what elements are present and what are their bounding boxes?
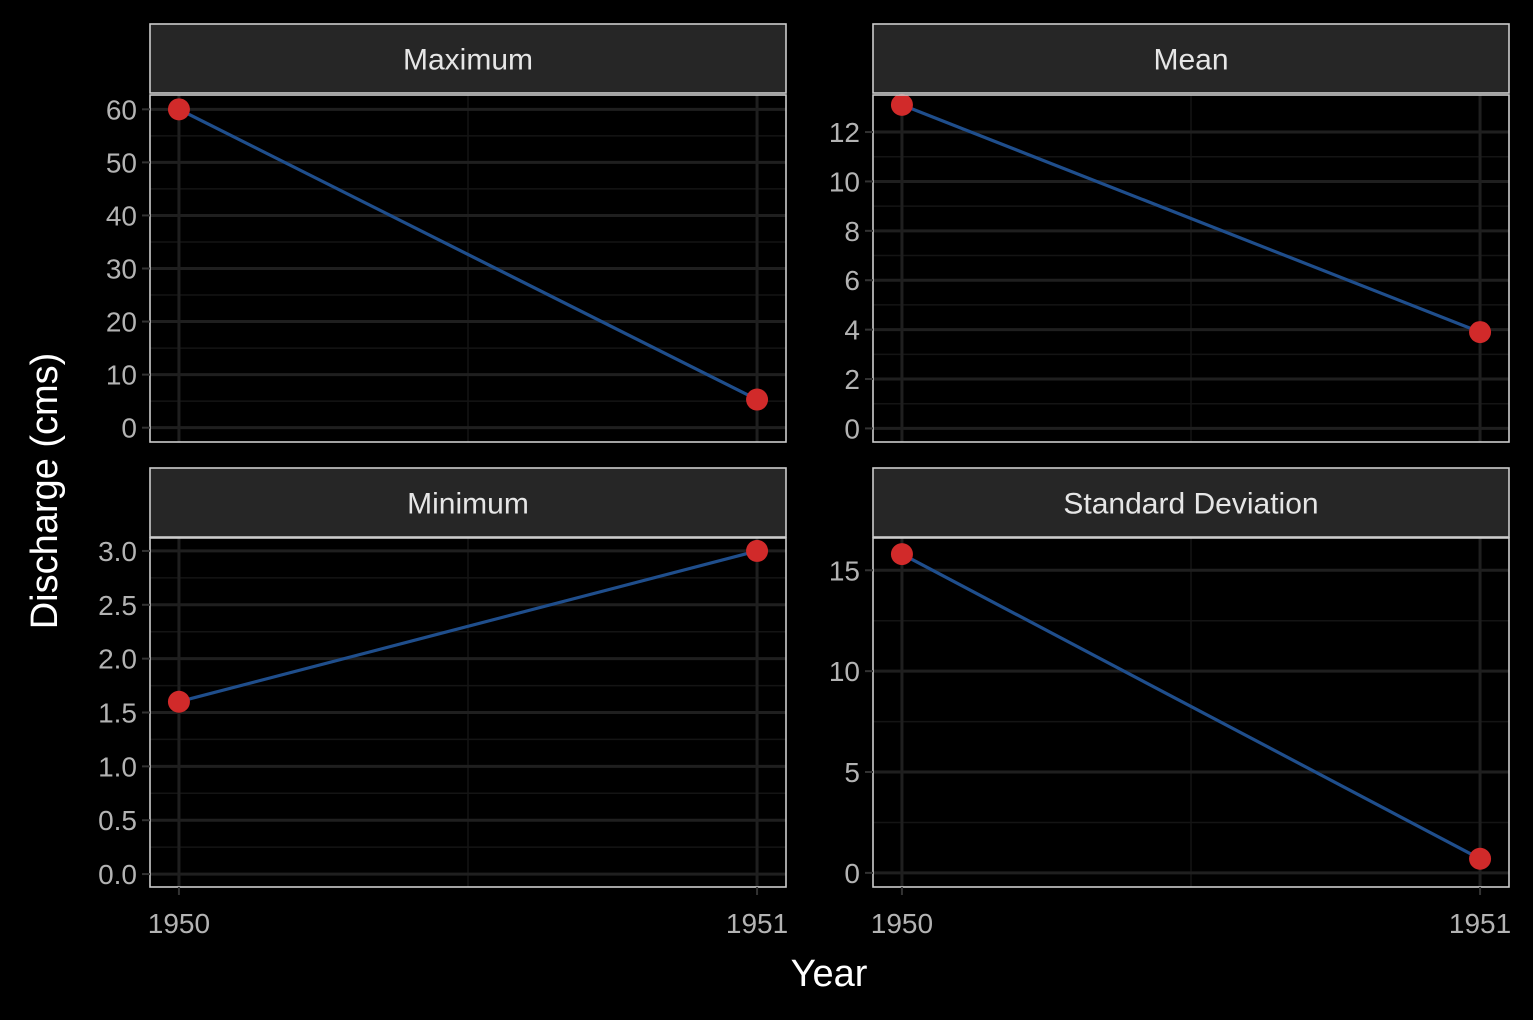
facet-panel: Standard Deviation 0 5 10 15 1950 1951	[829, 467, 1511, 939]
y-tick-label: 0.5	[98, 805, 137, 836]
y-tick-label: 2	[844, 364, 860, 395]
y-tick-label: 5	[844, 757, 860, 788]
facet-panel: Maximum 0 10 20 30 40 50 60	[106, 23, 787, 444]
facet-strip	[872, 23, 1510, 94]
x-tick-label: 1951	[726, 908, 788, 939]
series-line	[178, 107, 758, 402]
y-tick-label: 40	[106, 200, 137, 231]
facet-panel: Mean 0 2 4 6 8 10 12	[829, 23, 1510, 444]
facet-strip	[149, 23, 787, 94]
y-tick-label: 8	[844, 216, 860, 247]
x-tick-label: 1951	[1449, 908, 1511, 939]
facet-title: Maximum	[403, 44, 533, 77]
y-tick-label: 60	[106, 94, 137, 125]
facet-panel: Minimum 0.0 0.5 1.0 1.5 2.0 2.5 3.0 1950 1951	[98, 467, 788, 939]
y-tick-label: 10	[829, 656, 860, 687]
y-tick-label: 2.5	[98, 590, 137, 621]
data-point	[746, 388, 769, 411]
series-line	[178, 549, 758, 704]
facet-title: Mean	[1153, 44, 1228, 77]
panel-border	[872, 94, 1510, 443]
facet-title: Minimum	[407, 488, 529, 521]
y-tick-label: 15	[829, 555, 860, 586]
y-tick-label: 2.0	[98, 644, 137, 675]
data-point	[1469, 321, 1492, 344]
y-tick-label: 0	[121, 413, 137, 444]
data-point	[167, 690, 190, 713]
y-tick-label: 1.5	[98, 698, 137, 729]
y-tick-label: 50	[106, 147, 137, 178]
y-tick-label: 1.0	[98, 751, 137, 782]
series-line	[901, 552, 1481, 861]
data-point	[890, 93, 913, 116]
series-line	[901, 103, 1481, 334]
y-tick-label: 0	[844, 413, 860, 444]
x-tick-label: 1950	[871, 908, 933, 939]
y-tick-label: 10	[106, 360, 137, 391]
data-point	[890, 543, 913, 566]
facet-strip	[872, 467, 1510, 538]
y-tick-label: 20	[106, 307, 137, 338]
facet-panels: Maximum0102030405060Mean024681012Minimum…	[98, 23, 1511, 939]
y-tick-label: 10	[829, 166, 860, 197]
facet-strip	[149, 467, 787, 538]
y-tick-label: 4	[844, 315, 860, 346]
y-axis-title: Discharge (cms)	[24, 353, 66, 630]
x-tick-label: 1950	[148, 908, 210, 939]
data-point	[1469, 847, 1492, 870]
data-point	[746, 539, 769, 562]
y-tick-label: 3.0	[98, 536, 137, 567]
y-tick-label: 12	[829, 117, 860, 148]
y-tick-label: 0.0	[98, 859, 137, 890]
y-tick-label: 6	[844, 265, 860, 296]
facet-title: Standard Deviation	[1063, 488, 1318, 521]
y-tick-label: 0	[844, 858, 860, 889]
data-point	[167, 98, 190, 121]
x-axis-title: Year	[791, 953, 868, 995]
y-tick-label: 30	[106, 254, 137, 285]
panel-border	[872, 537, 1510, 888]
